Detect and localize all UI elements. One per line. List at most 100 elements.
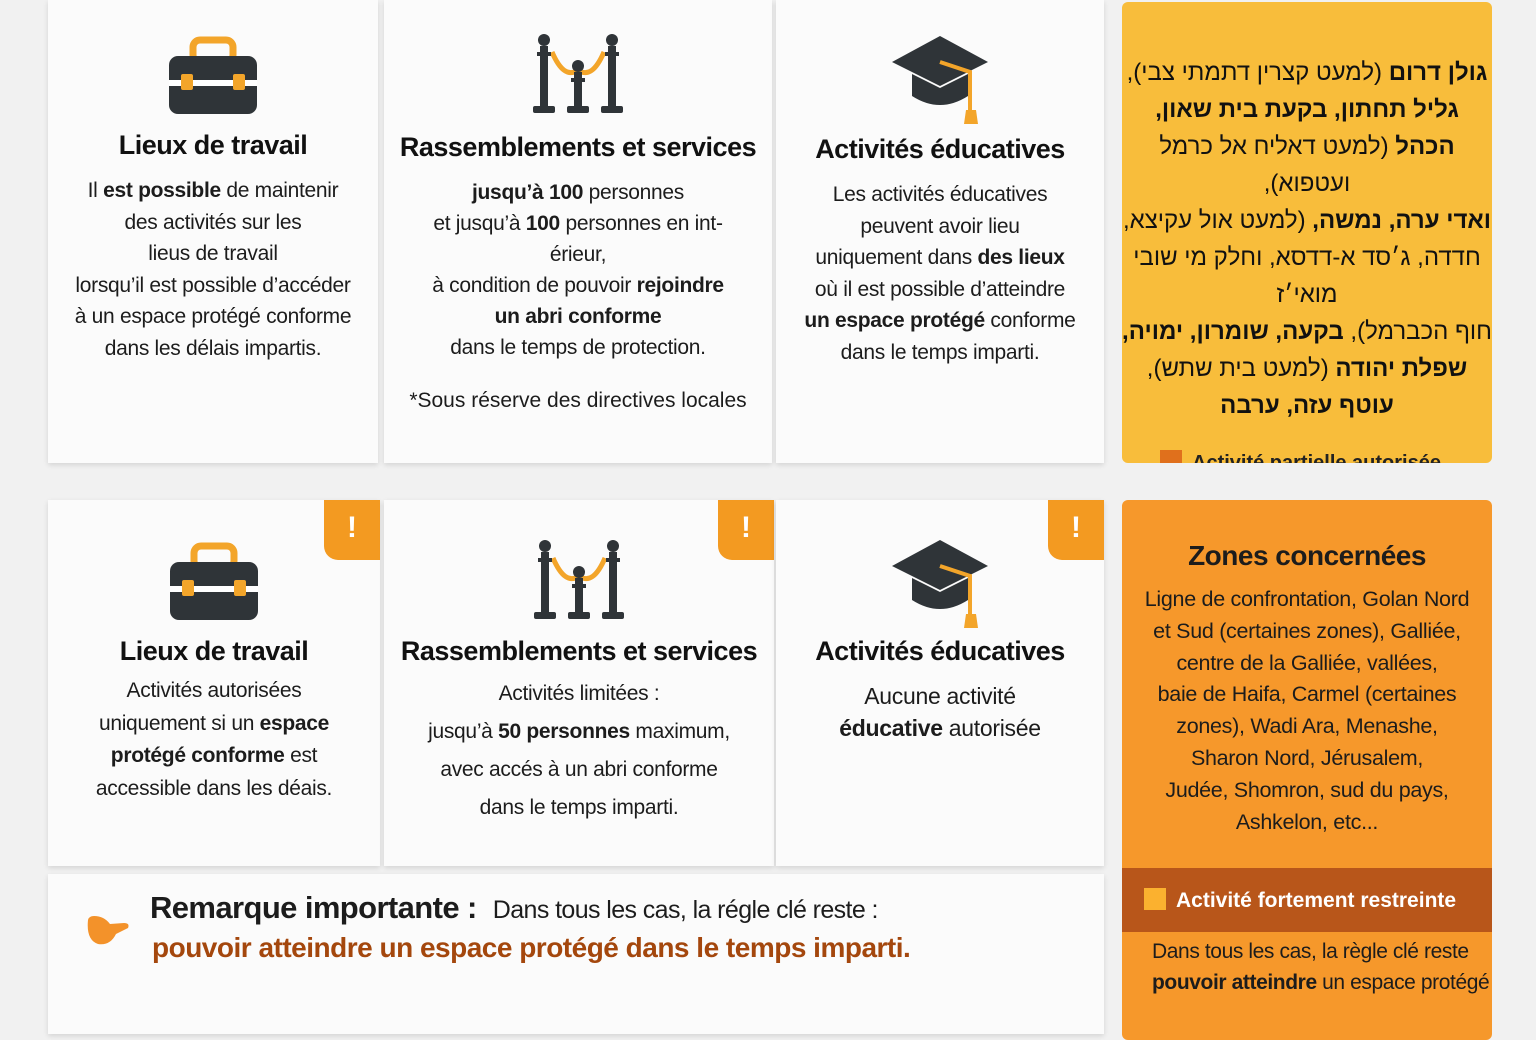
- text-line: ואדי ערה, נמשה, (למעט אול עקיצא,: [1122, 202, 1492, 239]
- briefcase-icon: [169, 36, 257, 114]
- text-line: Aucune activité: [776, 681, 1104, 713]
- card-title: Rassemblements et services: [399, 132, 757, 162]
- text-line: jusqu’à 50 personnes maximum,: [384, 713, 774, 751]
- zones-text: Ligne de confrontation, Golan Nord et Sud…: [1122, 584, 1492, 838]
- text-segment: personnes: [583, 181, 685, 204]
- text-line: שפלת יהודה (למעט בית שתש),: [1122, 350, 1492, 387]
- zones-title: Zones concernées: [1188, 540, 1426, 571]
- text-segment: est possible: [103, 179, 221, 202]
- graduation-cap-icon: [892, 36, 988, 124]
- legend-partial: Activité partielle autorisée: [1122, 450, 1492, 463]
- text-segment: Il: [87, 179, 104, 202]
- text-line: Les activités éducatives: [776, 179, 1104, 211]
- card-text: Les activités éducatives peuvent avoir li…: [776, 179, 1104, 368]
- text-line: baie de Haifa, Carmel (certaines: [1122, 679, 1492, 711]
- text-line: dans les délais impartis.: [48, 333, 378, 365]
- text-line: où il est possible d’atteindre: [776, 274, 1104, 306]
- text-segment: הכהל: [1395, 133, 1455, 160]
- text-segment: lieus de travail: [148, 242, 278, 265]
- text-line: accessible dans les déais.: [48, 773, 380, 806]
- graduation-cap-icon: [892, 540, 988, 628]
- gatherings-card-bottom: ! Rassemblements et services Activités l…: [384, 500, 774, 866]
- education-card-bottom: ! Activités éducatives Aucune activité éd…: [776, 500, 1104, 866]
- text-segment: חדדה, ג׳סד א-דדסא, וחלק מי שובי מואי׳ז: [1133, 244, 1481, 308]
- text-segment: (למעט דאליח אל כרמל ועטפוא),: [1159, 133, 1396, 197]
- card-title: Lieux de travail: [118, 130, 308, 160]
- card-text: Activités limitées : jusqu’à 50 personnes…: [384, 675, 774, 827]
- card-text: Aucune activité éducative autorisée: [776, 681, 1104, 744]
- remark-label: Remarque importante :: [150, 890, 477, 925]
- text-line: des activités sur les: [48, 207, 378, 239]
- text-segment: maximum,: [629, 720, 730, 743]
- text-segment: uniquement si un: [98, 711, 260, 735]
- text-line: à condition de pouvoir rejoindre: [384, 270, 772, 301]
- text-segment: Les activités éducatives: [832, 183, 1048, 206]
- gatherings-card-top: Rassemblements et services jusqu’à 100 p…: [384, 0, 772, 463]
- text-segment: dans le temps imparti.: [479, 796, 679, 819]
- text-segment: érieur,: [549, 243, 607, 266]
- text-line: חדדה, ג׳סד א-דדסא, וחלק מי שובי מואי׳ז: [1122, 239, 1492, 313]
- text-line: גליל תחתון, בקעת בית שאון,: [1122, 91, 1492, 128]
- text-line: dans le temps imparti.: [776, 337, 1104, 369]
- text-segment: שפלת יהודה: [1335, 355, 1468, 382]
- text-line: dans le temps imparti.: [384, 789, 774, 827]
- text-segment: 100: [525, 212, 560, 235]
- workplace-card-top: Lieux de travail Il est possible de main…: [48, 0, 378, 463]
- text-segment: Ashkelon, etc...: [1235, 809, 1379, 834]
- text-segment: Ligne de confrontation, Golan Nord: [1144, 587, 1470, 611]
- hebrew-zones-text: גולן דרום (למעט קצרין דתמתי צבי), גליל תח…: [1122, 54, 1492, 424]
- card-text: Activités autorisées uniquement si un esp…: [48, 675, 380, 805]
- text-line: Ligne de confrontation, Golan Nord: [1122, 584, 1492, 616]
- text-segment: où il est possible d’atteindre: [814, 277, 1066, 301]
- text-segment: et Sud (certaines zones), Galliée,: [1153, 618, 1461, 643]
- workplace-card-bottom: ! Lieux de travail Activités autorisées u…: [48, 500, 380, 866]
- text-segment: des lieux: [977, 246, 1065, 269]
- text-line: zones), Wadi Ara, Menashe,: [1122, 711, 1492, 743]
- text-segment: est: [284, 744, 318, 767]
- text-segment: Activités autorisées: [126, 679, 302, 702]
- text-line: et Sud (certaines zones), Galliée,: [1122, 616, 1492, 648]
- text-segment: עוטף עזה, ערבה: [1220, 392, 1394, 419]
- warning-flag-icon: !: [1048, 500, 1104, 560]
- text-segment: éducative: [839, 714, 943, 741]
- text-line: pouvoir atteindre un espace protégé: [1152, 967, 1490, 998]
- text-segment: גולן דרום: [1388, 59, 1488, 86]
- text-segment: personnes en int-: [559, 212, 723, 235]
- text-segment: dans le temps imparti.: [840, 340, 1040, 364]
- text-segment: un abri conforme: [494, 305, 662, 328]
- text-line: Activités autorisées: [48, 675, 380, 708]
- text-segment: zones), Wadi Ara, Menashe,: [1176, 714, 1438, 739]
- legend-strong: Activité fortement restreinte: [1122, 868, 1492, 932]
- text-line: uniquement dans des lieux: [776, 242, 1104, 274]
- text-line: lorsqu’il est possible d’accéder: [48, 270, 378, 302]
- important-remark: Remarque importante : Dans tous les cas,…: [48, 874, 1104, 1034]
- text-segment: espace: [259, 711, 330, 735]
- text-segment: pouvoir atteindre: [1152, 971, 1317, 994]
- text-segment: (למעט אול עקיצא,: [1122, 207, 1313, 234]
- text-line: Ashkelon, etc...: [1122, 807, 1492, 839]
- text-line: jusqu’à 100 personnes: [384, 177, 772, 208]
- text-line: חוף הכברמל), בקעה, שומרון, ימויה,: [1122, 313, 1492, 350]
- warning-flag-icon: !: [324, 500, 380, 560]
- text-segment: avec accés à un abri conforme: [440, 758, 718, 781]
- stanchions-icon: [533, 34, 623, 113]
- card-title: Activités éducatives: [815, 636, 1065, 666]
- text-segment: Activités limitées :: [498, 682, 660, 705]
- text-line: uniquement si un espace: [48, 708, 380, 741]
- card-title: Activités éducatives: [815, 134, 1065, 164]
- legend-label: Activité partielle autorisée: [1192, 452, 1441, 463]
- card-title: Rassemblements et services: [400, 636, 758, 666]
- text-line: עוטף עזה, ערבה: [1122, 387, 1492, 424]
- text-line: un espace protégé conforme: [776, 305, 1104, 337]
- text-segment: rejoindre: [636, 274, 724, 297]
- text-line: éducative autorisée: [776, 713, 1104, 745]
- text-segment: lorsqu’il est possible d’accéder: [75, 273, 351, 297]
- warning-flag-icon: !: [718, 500, 774, 560]
- card-title: Lieux de travail: [119, 636, 309, 666]
- text-line: גולן דרום (למעט קצרין דתמתי צבי),: [1122, 54, 1492, 91]
- text-segment: baie de Haifa, Carmel (certaines: [1157, 682, 1457, 707]
- text-segment: חוף הכברמל),: [1343, 318, 1492, 345]
- stanchions-icon: [534, 540, 624, 619]
- text-line: érieur,: [384, 239, 772, 270]
- remark-text: Dans tous les cas, la régle clé reste :: [492, 896, 879, 924]
